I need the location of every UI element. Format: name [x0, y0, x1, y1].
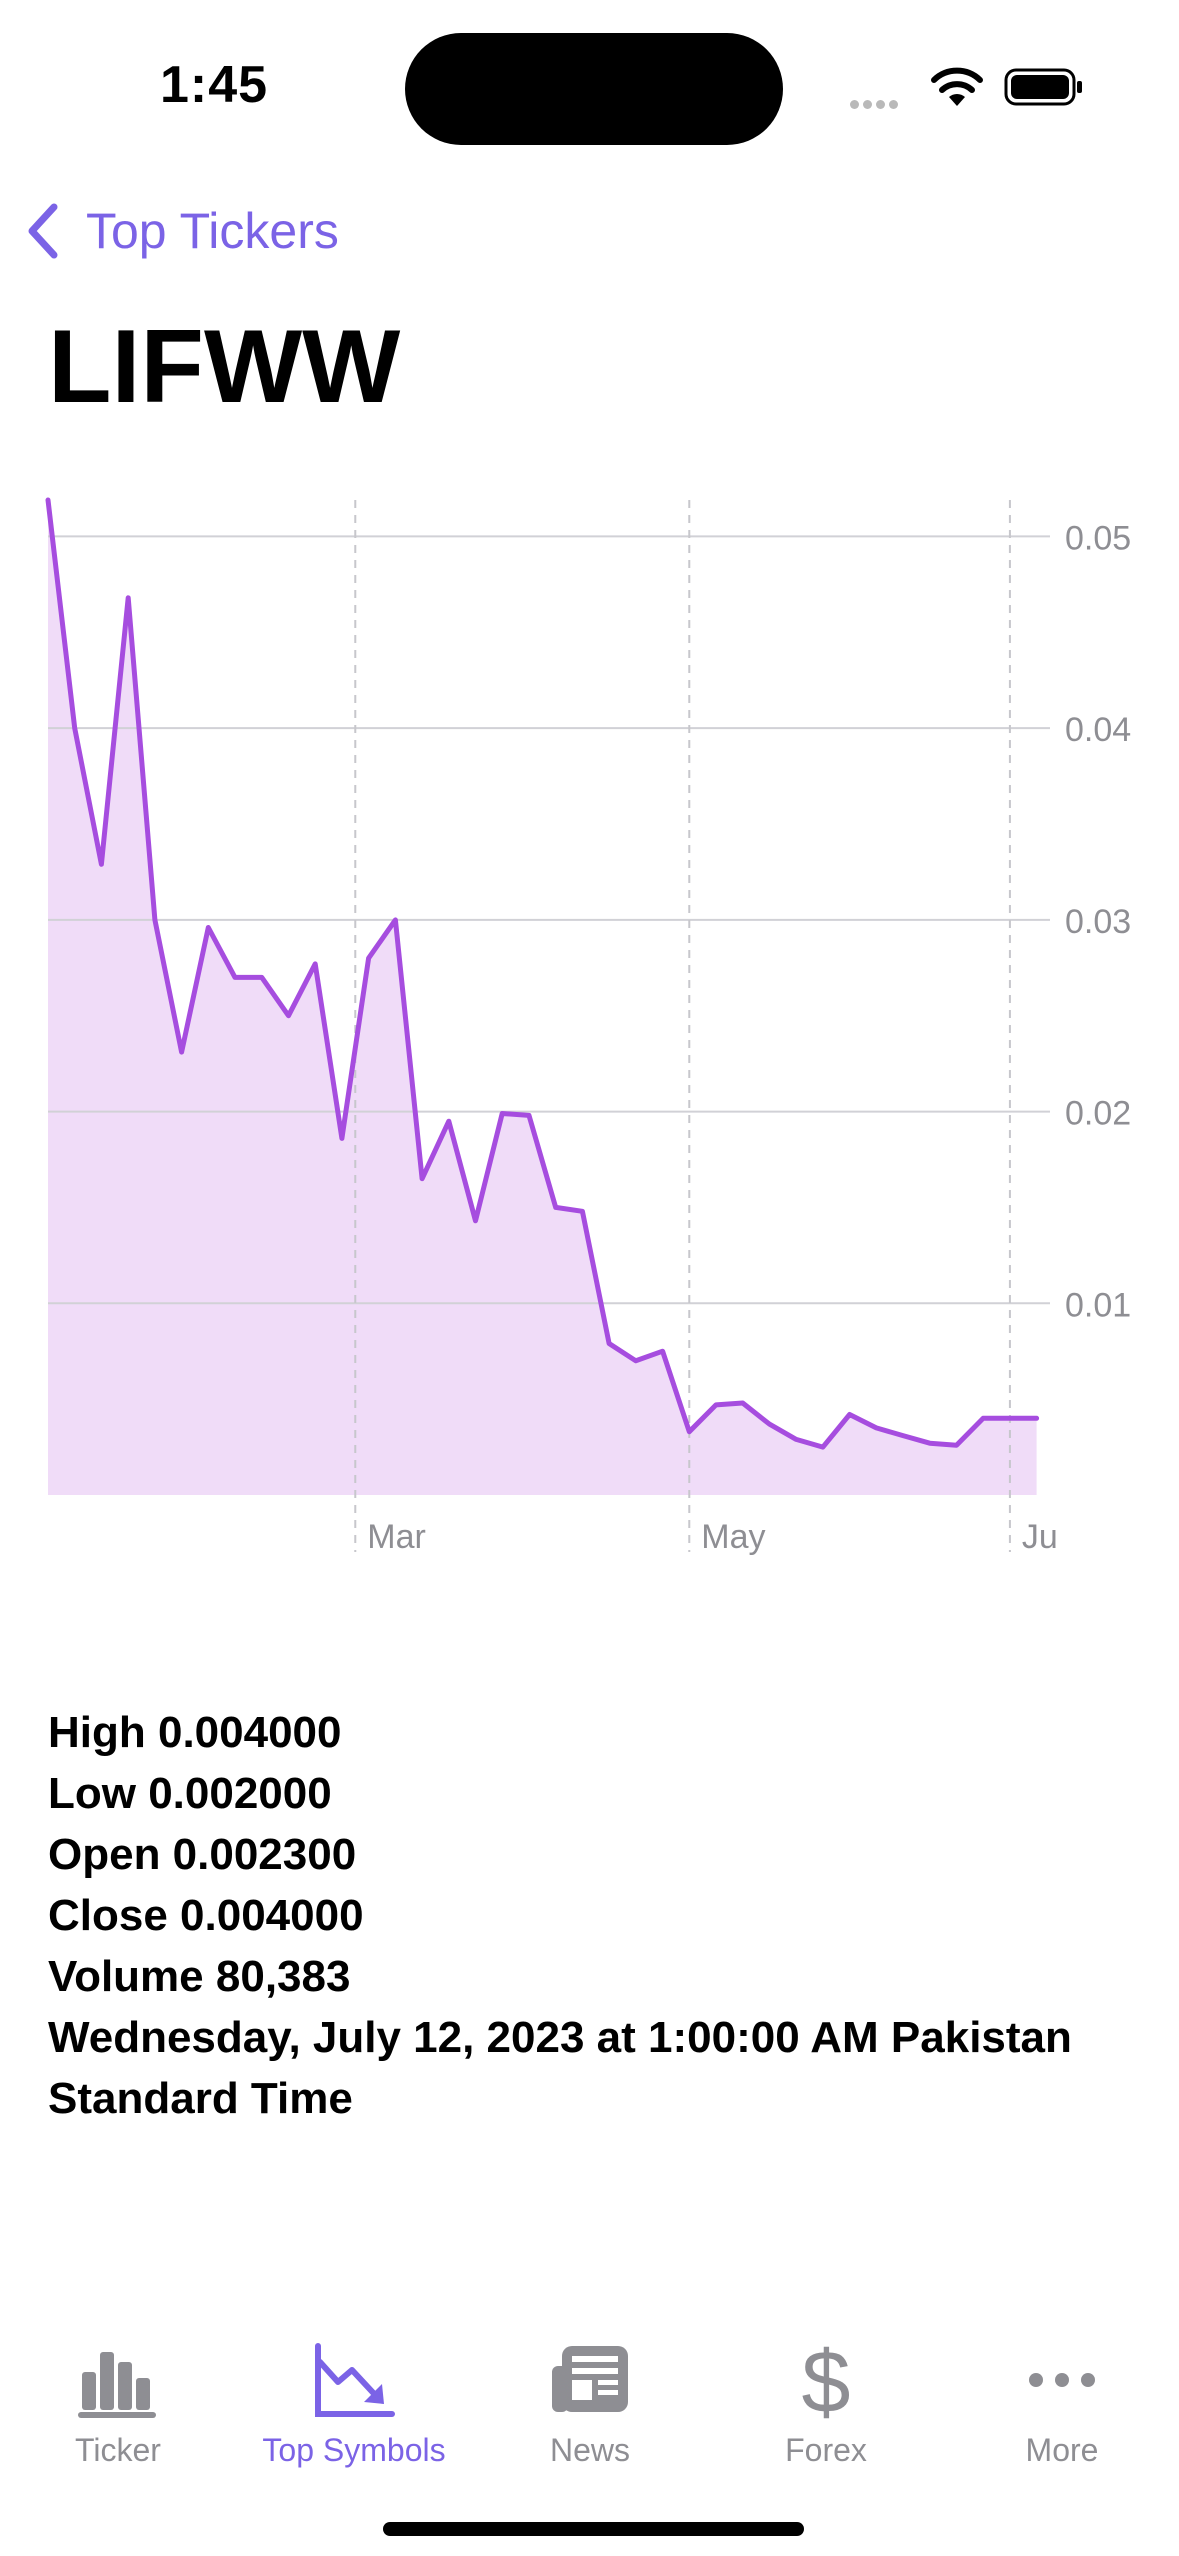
tab-news[interactable]: News — [472, 2320, 708, 2500]
dollar-icon: $ — [802, 2338, 851, 2422]
tab-forex[interactable]: $ Forex — [708, 2320, 944, 2500]
y-tick-label: 0.05 — [1065, 519, 1131, 557]
chevron-left-icon — [28, 203, 58, 259]
y-tick-label: 0.04 — [1065, 711, 1131, 749]
tab-more-label: More — [1025, 2432, 1099, 2468]
status-bar: 1:45 — [0, 0, 1179, 180]
tab-forex-label: Forex — [785, 2432, 867, 2468]
chart-down-icon — [315, 2343, 395, 2417]
cellular-signal-icon — [850, 96, 912, 109]
timestamp: Wednesday, July 12, 2023 at 1:00:00 AM P… — [48, 2013, 1072, 2123]
tab-news-label: News — [549, 2432, 630, 2468]
home-indicator — [383, 2522, 804, 2536]
tab-ticker-label: Ticker — [75, 2432, 161, 2468]
volume-value: Volume 80,383 — [48, 1952, 351, 2001]
x-tick-label: Mar — [367, 1518, 426, 1556]
low-value: Low 0.002000 — [48, 1769, 332, 1818]
price-area-fill — [48, 500, 1037, 1495]
price-chart[interactable]: 0.05 0.04 0.03 0.02 0.01 Mar May Ju — [0, 480, 1179, 1580]
price-details: High 0.004000 Low 0.002000 Open 0.002300… — [48, 1702, 1158, 2129]
open-value: Open 0.002300 — [48, 1830, 357, 1879]
back-button-label: Top Tickers — [86, 203, 339, 259]
tab-bar: Ticker Top Symbols News $ Forex — [0, 2320, 1179, 2500]
x-tick-label: Ju — [1022, 1518, 1058, 1556]
close-value: Close 0.004000 — [48, 1891, 364, 1940]
y-tick-label: 0.02 — [1065, 1095, 1131, 1133]
tab-top-symbols[interactable]: Top Symbols — [236, 2320, 472, 2500]
price-series-line — [45, 497, 1040, 1450]
tab-more[interactable]: More — [944, 2320, 1179, 2500]
high-value: High 0.004000 — [48, 1708, 342, 1757]
page-title: LIFWW — [48, 309, 401, 425]
newspaper-icon — [552, 2346, 628, 2412]
tab-ticker[interactable]: Ticker — [0, 2320, 236, 2500]
more-dots-icon — [1029, 2373, 1095, 2387]
svg-text:$: $ — [802, 2338, 851, 2422]
wifi-icon — [931, 67, 983, 106]
status-time: 1:45 — [160, 56, 269, 114]
y-tick-label: 0.01 — [1065, 1286, 1131, 1324]
dynamic-island — [405, 33, 783, 145]
battery-icon — [1004, 68, 1082, 106]
price-chart-svg: 0.05 0.04 0.03 0.02 0.01 Mar May Ju — [45, 497, 1131, 1556]
back-button[interactable]: Top Tickers — [24, 196, 339, 266]
bar-chart-icon — [78, 2352, 156, 2418]
tab-top-symbols-label: Top Symbols — [262, 2432, 446, 2468]
x-tick-label: May — [701, 1518, 765, 1556]
y-tick-label: 0.03 — [1065, 903, 1131, 941]
